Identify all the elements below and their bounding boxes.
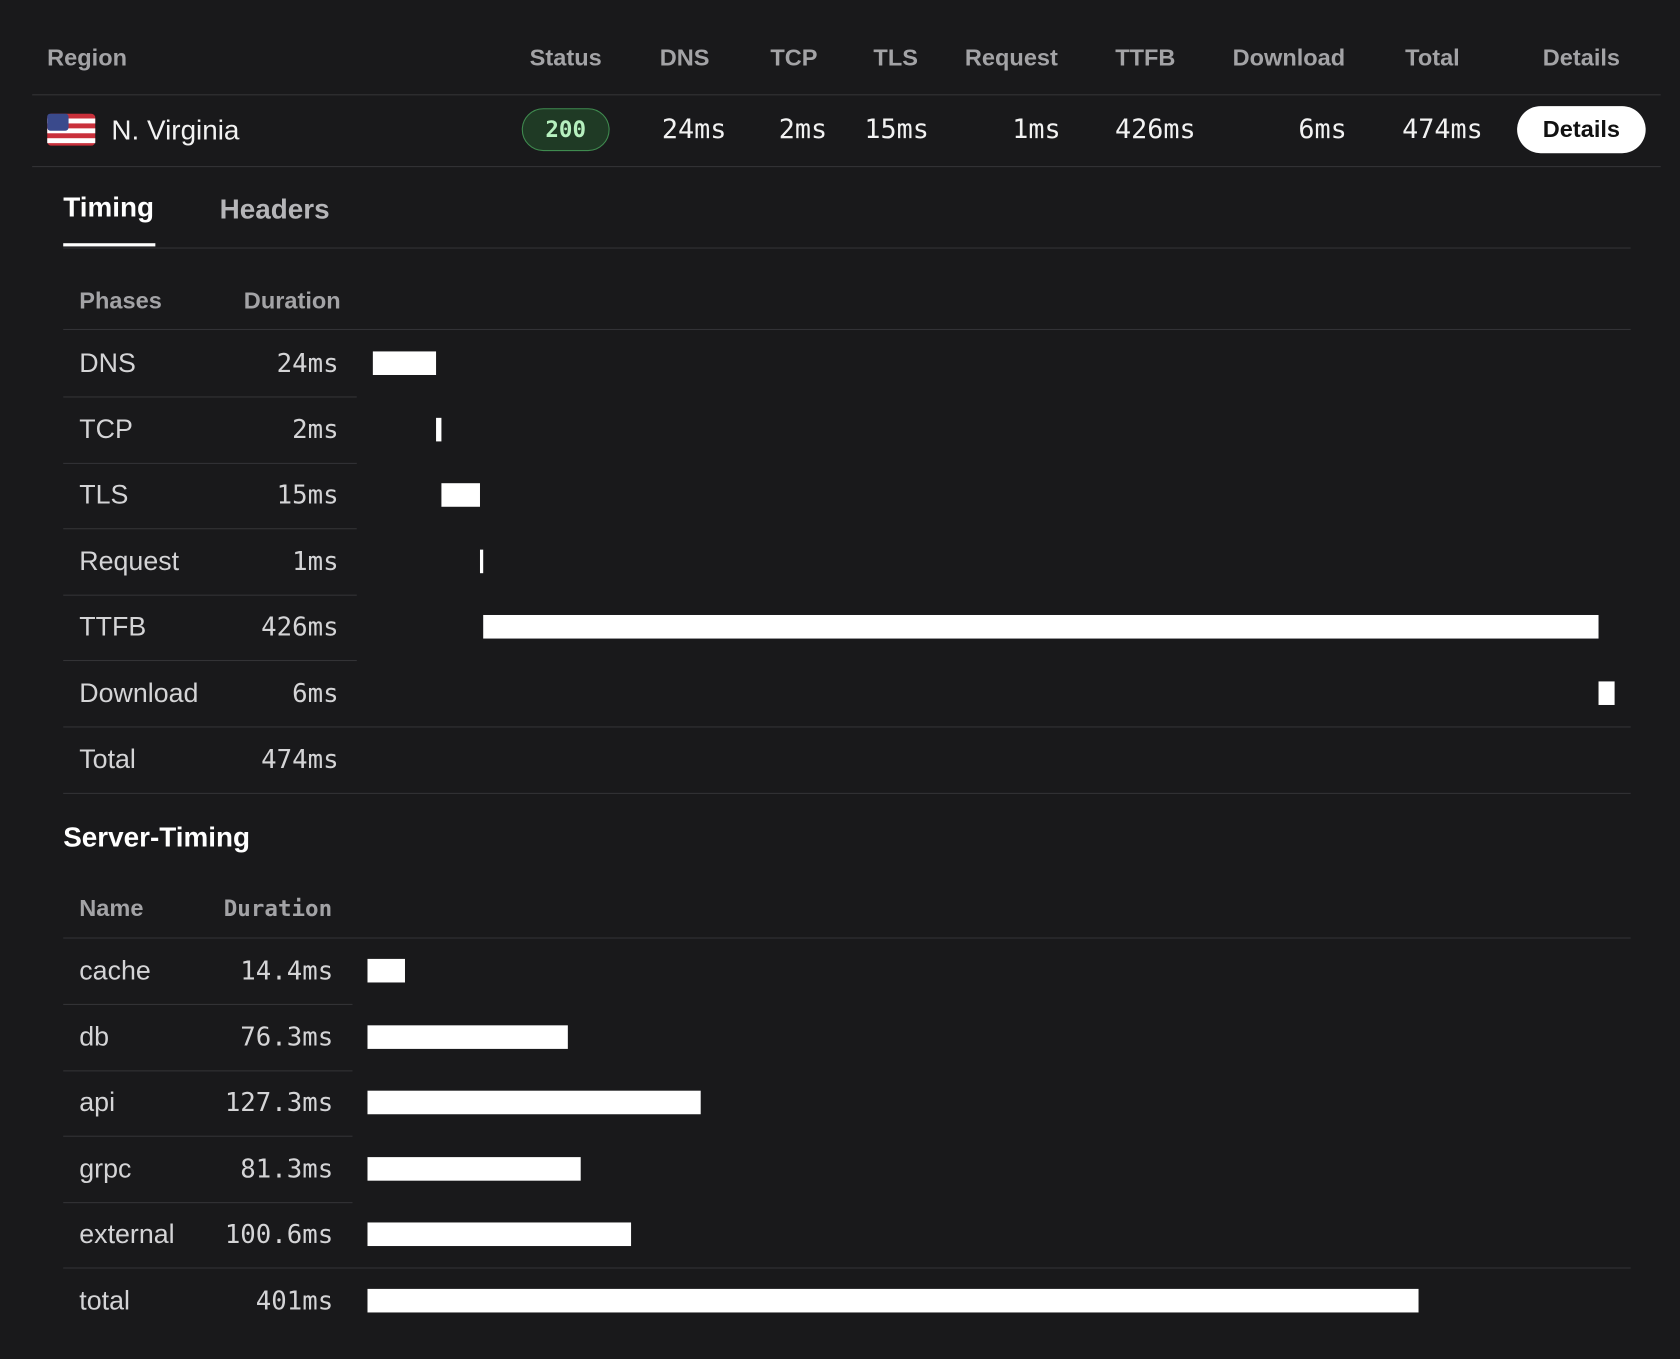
column-header: TLS bbox=[873, 43, 918, 71]
divider bbox=[63, 1135, 353, 1137]
column-header: Name bbox=[79, 894, 144, 922]
timing-cell: 1ms bbox=[1012, 113, 1061, 145]
tab[interactable]: Timing bbox=[63, 190, 155, 223]
phase-duration: 474ms bbox=[261, 744, 339, 775]
metric-duration: 76.3ms bbox=[240, 1021, 334, 1052]
phase-duration: 1ms bbox=[292, 546, 339, 577]
column-header: Total bbox=[1405, 43, 1460, 71]
phase-bar bbox=[1598, 681, 1615, 705]
metric-name: cache bbox=[79, 955, 151, 986]
column-header: Request bbox=[964, 43, 1058, 71]
timing-cell: 15ms bbox=[864, 113, 929, 145]
phase-bar bbox=[482, 615, 1599, 639]
divider bbox=[63, 1003, 353, 1005]
divider bbox=[63, 1201, 353, 1203]
section-title: Server-Timing bbox=[63, 820, 251, 853]
phase-bar bbox=[435, 417, 441, 441]
phase-name: DNS bbox=[79, 348, 136, 379]
divider bbox=[63, 937, 1631, 939]
column-header: Download bbox=[1232, 43, 1346, 71]
column-header: TCP bbox=[770, 43, 818, 71]
divider bbox=[63, 247, 1631, 249]
timing-cell: 6ms bbox=[1298, 113, 1347, 145]
phase-duration: 15ms bbox=[276, 480, 339, 511]
metric-bar bbox=[367, 1288, 1418, 1313]
divider bbox=[63, 528, 357, 530]
metric-bar bbox=[367, 1156, 581, 1181]
column-header: Phases bbox=[79, 287, 162, 314]
timing-cell: 24ms bbox=[661, 113, 727, 145]
phase-duration: 426ms bbox=[261, 612, 339, 643]
column-header: Duration bbox=[223, 895, 333, 922]
phase-name: Download bbox=[79, 678, 199, 709]
divider bbox=[63, 1267, 1631, 1269]
metric-name: external bbox=[79, 1219, 175, 1250]
region-name: N. Virginia bbox=[111, 113, 240, 146]
metric-bar bbox=[367, 1222, 632, 1247]
divider bbox=[63, 462, 357, 464]
phase-name: TCP bbox=[79, 414, 133, 445]
metric-bar bbox=[367, 1090, 701, 1115]
metric-duration: 401ms bbox=[255, 1285, 334, 1316]
phase-name: Request bbox=[79, 546, 180, 577]
tab[interactable]: Headers bbox=[219, 192, 330, 225]
column-header: Status bbox=[529, 43, 602, 71]
phase-name: TLS bbox=[79, 480, 129, 511]
metric-bar bbox=[367, 1024, 568, 1049]
metric-duration: 14.4ms bbox=[240, 955, 334, 986]
metric-duration: 127.3ms bbox=[224, 1087, 334, 1118]
metric-bar bbox=[367, 958, 406, 983]
phase-duration: 24ms bbox=[276, 348, 339, 379]
phase-duration: 2ms bbox=[292, 414, 339, 445]
phase-duration: 6ms bbox=[292, 678, 339, 709]
divider bbox=[63, 396, 357, 398]
details-button[interactable]: Details bbox=[1517, 106, 1646, 154]
divider bbox=[63, 1069, 353, 1071]
divider bbox=[63, 726, 1631, 728]
us-flag bbox=[47, 113, 96, 146]
phase-name: TTFB bbox=[79, 612, 147, 643]
column-header: Region bbox=[47, 43, 128, 71]
divider bbox=[32, 94, 1661, 96]
timing-cell: 426ms bbox=[1115, 113, 1196, 145]
metric-name: db bbox=[79, 1021, 110, 1052]
divider bbox=[63, 792, 1631, 794]
column-header: Details bbox=[1542, 43, 1621, 71]
tab-underline bbox=[63, 243, 156, 247]
timing-cell: 2ms bbox=[778, 113, 828, 145]
timing-cell: 474ms bbox=[1402, 113, 1483, 145]
divider bbox=[63, 328, 1631, 330]
phase-bar bbox=[480, 549, 484, 573]
phase-bar bbox=[440, 483, 481, 507]
divider bbox=[63, 594, 357, 596]
metric-duration: 100.6ms bbox=[224, 1219, 334, 1250]
column-header: DNS bbox=[659, 43, 710, 71]
status-code: 200 bbox=[545, 116, 587, 143]
metric-name: grpc bbox=[79, 1153, 132, 1184]
divider bbox=[63, 660, 357, 662]
column-header: Duration bbox=[243, 287, 341, 314]
metric-duration: 81.3ms bbox=[240, 1153, 334, 1184]
column-header: TTFB bbox=[1115, 43, 1176, 71]
phase-name: Total bbox=[79, 744, 136, 775]
status-pill bbox=[521, 108, 610, 152]
phase-bar bbox=[372, 351, 436, 375]
divider bbox=[32, 166, 1661, 168]
metric-name: api bbox=[79, 1087, 116, 1118]
metric-name: total bbox=[79, 1285, 130, 1316]
